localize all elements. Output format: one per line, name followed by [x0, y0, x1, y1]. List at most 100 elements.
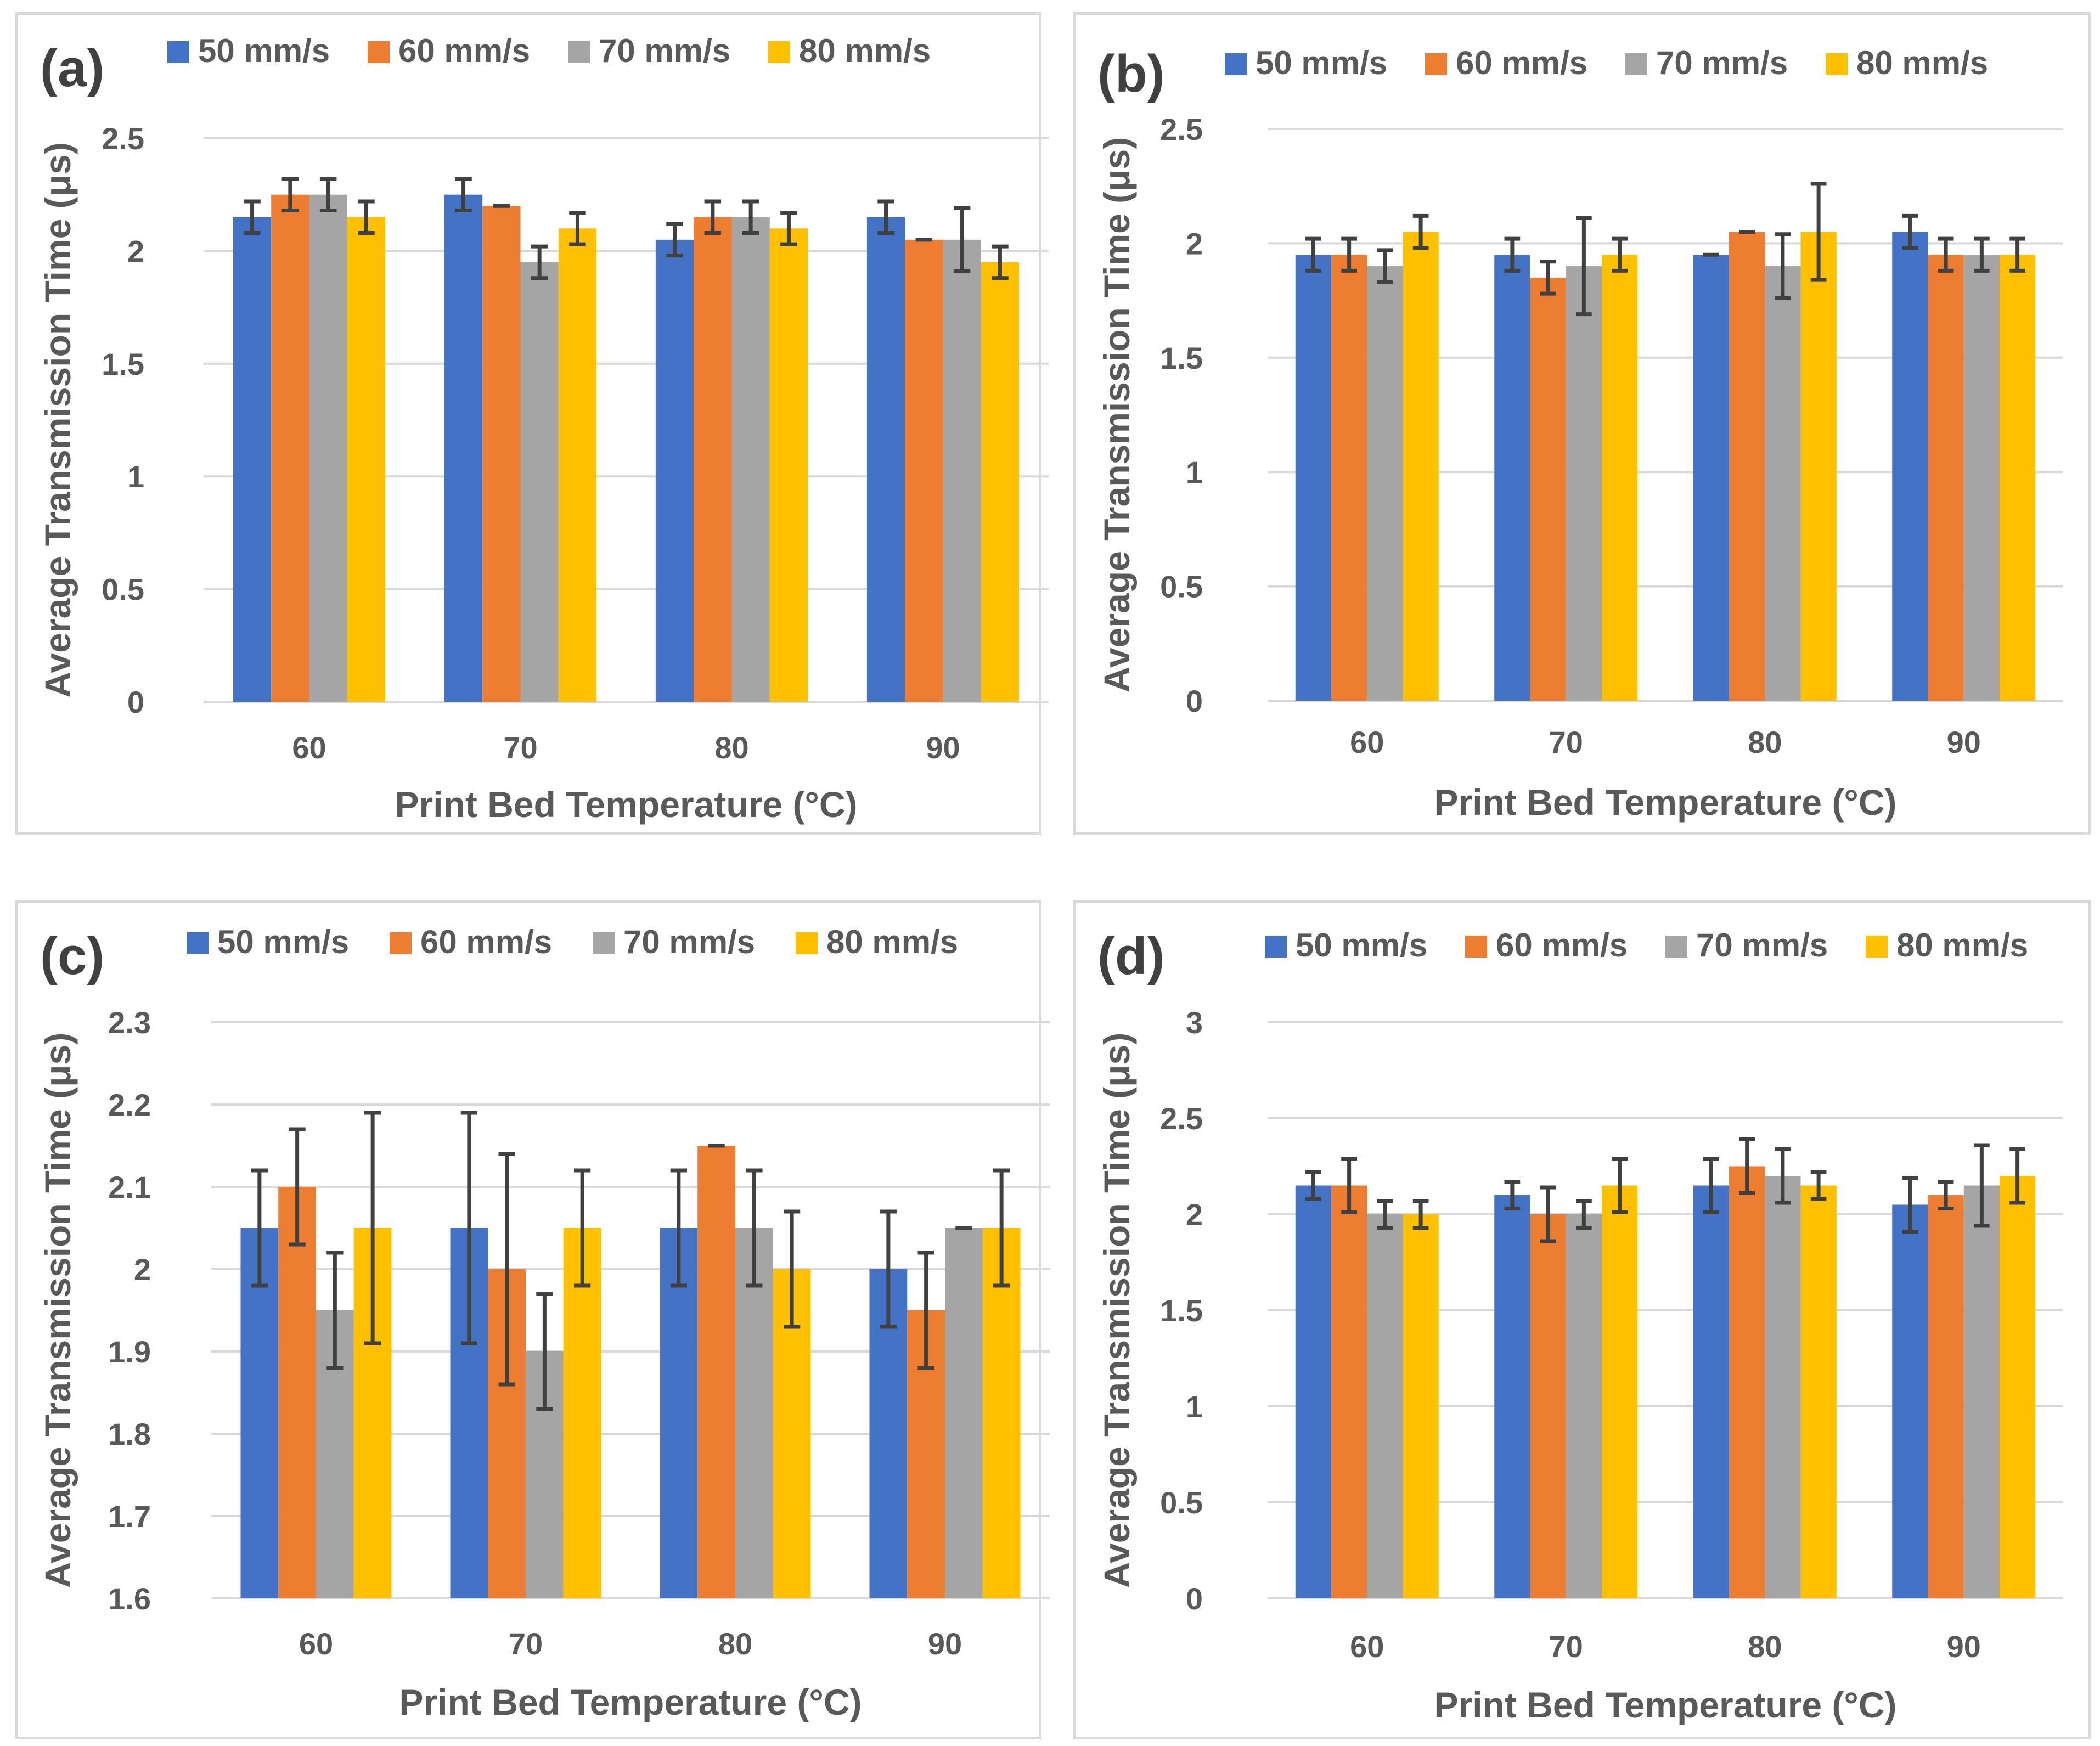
error-bar-a-70-3	[569, 211, 586, 246]
error-bar-a-70-2	[531, 244, 548, 280]
bar-b-60-0	[1295, 255, 1331, 701]
legend-label-c-3: 80 mm/s	[826, 923, 958, 960]
legend-swatch-c-0	[187, 932, 209, 954]
chart-panel-a: (a) 50 mm/s 60 mm/s 70 mm/s 80 mm/s 0 0.5 1 1.5 2…	[15, 12, 1049, 835]
y-axis-title-c: Average Transmission Time (μs)	[37, 1033, 78, 1588]
bar-b-60-1	[1331, 255, 1367, 701]
y-tick-label-c-7: 2.3	[108, 1005, 151, 1040]
error-bar-a-80-1	[704, 199, 722, 235]
bar-b-60-3	[1403, 232, 1439, 701]
error-bar-a-90-3	[992, 244, 1009, 280]
legend-label-a-0: 50 mm/s	[198, 32, 330, 69]
legend-label-d-0: 50 mm/s	[1296, 927, 1427, 964]
bar-d-70-1	[1530, 1214, 1566, 1598]
bar-a-80-1	[694, 217, 732, 702]
bar-c-90-2	[945, 1228, 983, 1598]
bar-b-60-2	[1367, 266, 1403, 701]
error-bar-d-60-3	[1412, 1199, 1429, 1230]
error-bar-a-60-3	[358, 199, 375, 235]
error-bar-d-90-0	[1902, 1176, 1918, 1234]
error-bar-a-60-2	[319, 177, 337, 212]
x-tick-label-c-0: 60	[299, 1626, 333, 1661]
y-tick-label-d-4: 2	[1186, 1197, 1203, 1232]
error-bar-d-70-2	[1576, 1199, 1592, 1230]
bar-d-90-0	[1892, 1204, 1928, 1598]
error-bar-d-60-1	[1341, 1157, 1357, 1214]
error-bar-b-70-0	[1504, 236, 1521, 273]
error-bar-d-70-0	[1504, 1180, 1521, 1210]
error-bar-c-60-2	[326, 1251, 344, 1370]
x-tick-label-b-2: 80	[1748, 725, 1782, 759]
legend-swatch-c-3	[796, 932, 818, 954]
legend-label-d-3: 80 mm/s	[1896, 927, 2028, 964]
bar-c-60-0	[240, 1228, 279, 1598]
legend-swatch-d-3	[1866, 936, 1888, 958]
legend-swatch-d-2	[1665, 936, 1687, 958]
x-axis-title-b: Print Bed Temperature (°C)	[1434, 782, 1897, 823]
error-bar-b-60-0	[1305, 236, 1321, 273]
legend-label-a-1: 60 mm/s	[398, 32, 530, 69]
bar-a-80-3	[769, 228, 808, 702]
error-bar-c-70-2	[536, 1292, 553, 1411]
y-tick-label-c-5: 2.1	[108, 1170, 151, 1204]
legend-swatch-b-2	[1625, 53, 1647, 75]
error-bar-c-90-3	[993, 1168, 1010, 1288]
y-tick-label-d-2: 1	[1186, 1389, 1203, 1424]
bar-d-70-0	[1494, 1195, 1530, 1598]
bar-a-60-3	[347, 217, 386, 702]
legend-swatch-b-1	[1425, 53, 1447, 75]
legend-label-b-0: 50 mm/s	[1256, 44, 1387, 81]
error-bar-a-90-0	[877, 199, 894, 235]
bar-d-90-3	[2000, 1176, 2036, 1598]
error-bar-b-60-1	[1341, 236, 1357, 273]
error-bar-d-70-3	[1612, 1157, 1628, 1214]
error-bar-a-60-1	[281, 177, 299, 212]
error-bar-c-60-1	[289, 1127, 306, 1247]
error-bar-d-60-0	[1305, 1170, 1321, 1201]
error-bar-d-70-1	[1540, 1185, 1556, 1243]
x-tick-label-a-0: 60	[292, 730, 326, 765]
y-tick-label-c-0: 1.6	[108, 1581, 151, 1616]
legend-swatch-d-0	[1265, 936, 1287, 958]
x-tick-label-c-3: 90	[928, 1626, 962, 1661]
x-axis-title-a: Print Bed Temperature (°C)	[395, 784, 858, 825]
panel-label-b: (b)	[1097, 44, 1165, 103]
y-tick-label-d-3: 1.5	[1160, 1293, 1203, 1328]
chart-d-svg: (d) 50 mm/s 60 mm/s 70 mm/s 80 mm/s 0 0.5 1 1.5 2…	[1096, 927, 2063, 1725]
y-axis-title-d: Average Transmission Time (μs)	[1096, 1033, 1137, 1588]
bar-d-60-2	[1367, 1214, 1403, 1598]
legend-swatch-a-2	[568, 41, 590, 63]
error-bar-c-70-0	[460, 1111, 477, 1345]
legend-label-a-3: 80 mm/s	[799, 32, 931, 69]
legend-label-c-1: 60 mm/s	[420, 923, 552, 960]
y-tick-label-a-2: 1	[127, 459, 144, 494]
bar-a-90-3	[981, 262, 1020, 702]
error-bar-d-60-2	[1377, 1199, 1393, 1230]
y-tick-label-c-2: 1.8	[108, 1417, 151, 1451]
bar-b-80-2	[1765, 266, 1801, 701]
y-tick-label-a-1: 0.5	[102, 572, 144, 607]
y-tick-label-b-3: 1.5	[1160, 341, 1203, 375]
error-bar-d-90-2	[1974, 1143, 1990, 1228]
bar-a-60-2	[309, 194, 347, 702]
y-tick-label-c-4: 2	[134, 1252, 151, 1287]
bar-a-90-0	[866, 217, 905, 702]
bar-a-70-0	[444, 194, 483, 702]
error-bar-a-80-2	[742, 199, 759, 235]
error-bar-b-70-1	[1540, 260, 1556, 296]
legend-label-d-2: 70 mm/s	[1696, 927, 1828, 964]
bar-d-70-2	[1566, 1214, 1602, 1598]
chart-panel-c: (c) 50 mm/s 60 mm/s 70 mm/s 80 mm/s 1.6 1.7 1.8…	[15, 900, 1050, 1739]
legend-swatch-a-1	[368, 41, 390, 63]
error-bar-b-70-3	[1612, 236, 1628, 273]
error-bar-d-80-2	[1775, 1147, 1791, 1205]
error-bar-a-60-0	[244, 199, 261, 235]
error-bar-c-70-3	[574, 1168, 591, 1288]
bar-d-60-1	[1331, 1185, 1367, 1598]
error-bar-a-80-0	[666, 222, 683, 258]
error-bar-d-90-3	[2009, 1147, 2025, 1205]
error-bar-c-90-0	[880, 1209, 897, 1329]
y-axis-title-b: Average Transmission Time (μs)	[1096, 137, 1137, 692]
bar-b-90-2	[1963, 255, 2000, 701]
bar-b-70-3	[1602, 255, 1638, 701]
